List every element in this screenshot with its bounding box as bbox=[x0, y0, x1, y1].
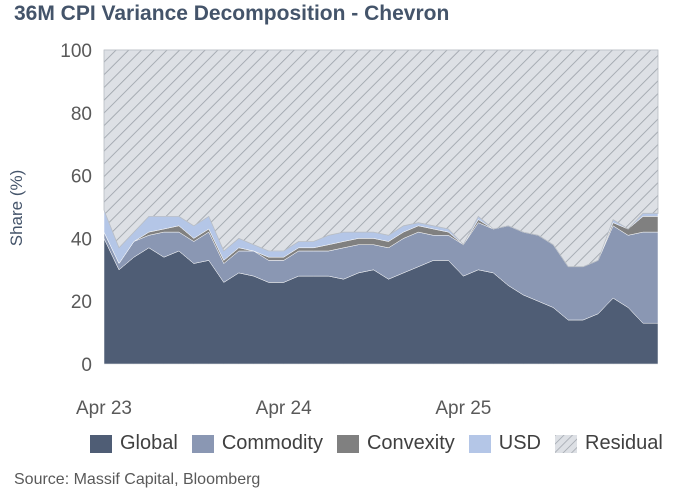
source-note: Source: Massif Capital, Bloomberg bbox=[14, 471, 261, 488]
legend-label-commodity: Commodity bbox=[221, 432, 323, 454]
y-tick-label: 60 bbox=[71, 167, 92, 188]
legend-label-convexity: Convexity bbox=[366, 432, 455, 454]
y-tick-label: 20 bbox=[71, 292, 92, 313]
series-area-residual bbox=[103, 49, 659, 268]
y-tick-label: 0 bbox=[81, 355, 92, 376]
x-tick-label: Apr 23 bbox=[76, 398, 132, 419]
y-tick-label: 40 bbox=[71, 229, 92, 250]
x-tick-label: Apr 25 bbox=[435, 398, 491, 419]
y-axis-label: Share (%) bbox=[7, 170, 26, 247]
x-tick-labels: Apr 23 Apr 24 Apr 25 bbox=[76, 398, 491, 419]
y-tick-labels: 0 20 40 60 80 100 bbox=[60, 41, 92, 376]
legend-swatch-convexity bbox=[336, 434, 359, 453]
series-areas bbox=[103, 49, 659, 365]
chart-title: 36M CPI Variance Decomposition - Chevron bbox=[14, 2, 450, 25]
legend-swatch-global bbox=[90, 434, 112, 453]
y-tick-label: 100 bbox=[60, 41, 92, 62]
legend-label-usd: USD bbox=[498, 432, 541, 454]
y-tick-label: 80 bbox=[71, 104, 92, 125]
legend: Global Commodity Convexity USD Residual bbox=[90, 432, 677, 455]
chart-area: 0 20 40 60 80 100 Apr 23 Apr 24 Apr 25 Share (%… bbox=[7, 41, 659, 419]
legend-label-global: Global bbox=[120, 432, 178, 454]
legend-item-global: Global bbox=[90, 432, 178, 455]
legend-swatch-usd bbox=[468, 434, 491, 453]
legend-item-convexity: Convexity bbox=[336, 432, 455, 455]
x-tick-label: Apr 24 bbox=[256, 398, 312, 419]
legend-item-usd: USD bbox=[468, 432, 541, 455]
legend-swatch-residual bbox=[555, 434, 577, 453]
legend-item-commodity: Commodity bbox=[191, 432, 323, 455]
legend-label-residual: Residual bbox=[585, 432, 663, 454]
legend-item-residual: Residual bbox=[555, 432, 663, 455]
legend-swatch-commodity bbox=[191, 434, 214, 453]
